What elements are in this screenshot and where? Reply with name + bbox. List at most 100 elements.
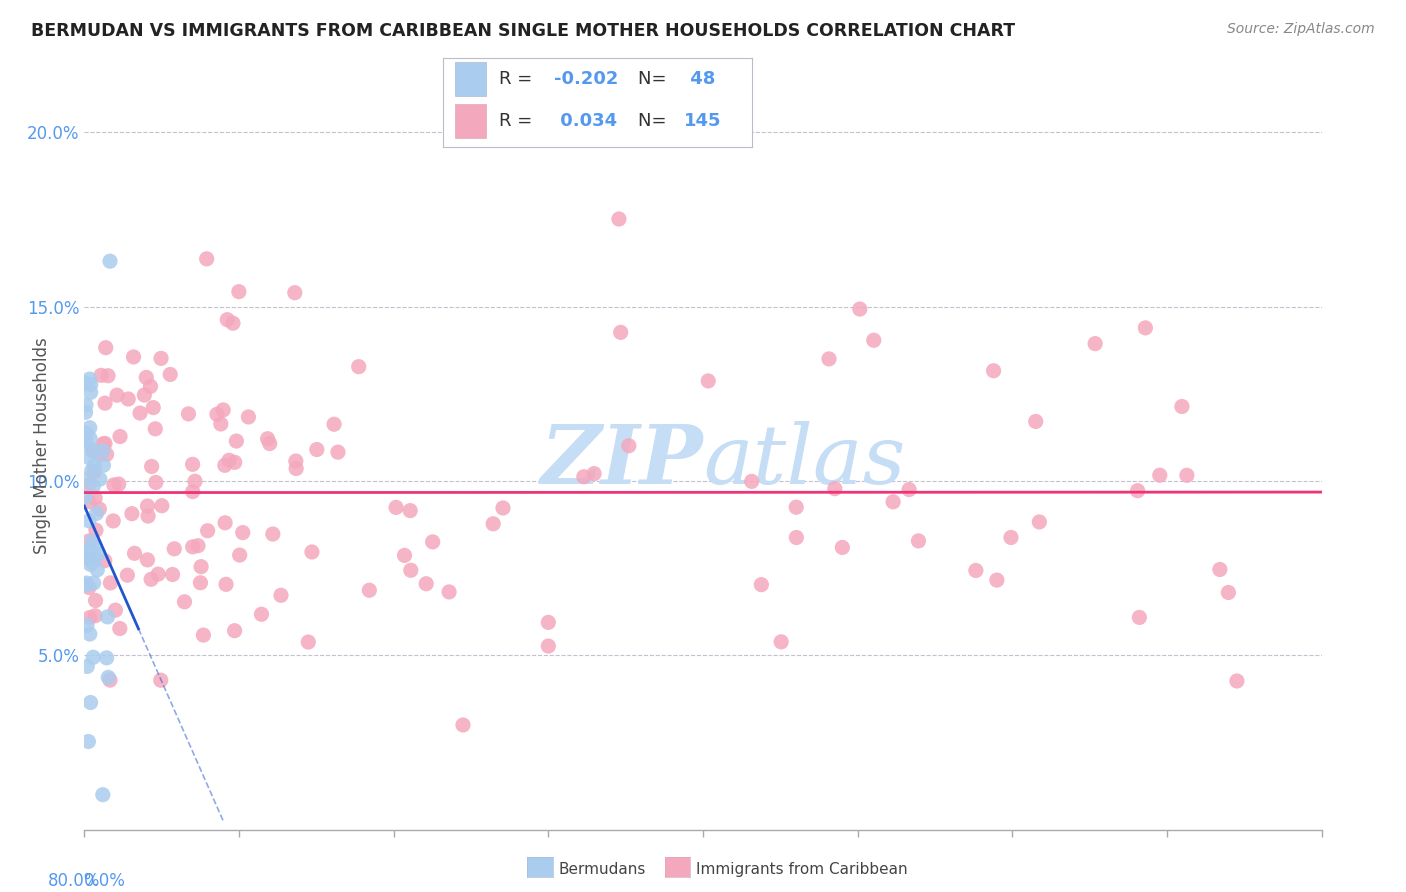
Point: [103, 514, 125, 528]
Point: [73, 491, 96, 505]
Point: [347, 359, 370, 374]
Point: [80, 463, 103, 477]
Text: ZIP: ZIP: [540, 421, 703, 501]
Point: [270, 588, 292, 602]
Point: [94, 396, 117, 410]
Point: [79, 432, 101, 446]
Point: [163, 541, 186, 556]
Point: [224, 455, 246, 469]
Point: [187, 539, 209, 553]
Point: [197, 524, 219, 538]
Point: [572, 469, 595, 483]
Point: [139, 379, 162, 393]
Point: [749, 577, 772, 591]
Point: [214, 458, 236, 473]
Point: [181, 458, 204, 472]
Point: [415, 576, 437, 591]
Point: [96, 651, 118, 665]
Point: [84, 593, 107, 607]
Point: [697, 374, 720, 388]
Point: [150, 351, 173, 366]
Point: [399, 563, 422, 577]
Point: [75, 576, 97, 591]
Point: [537, 615, 560, 630]
Point: [142, 401, 165, 415]
Point: [482, 516, 505, 531]
Point: [824, 482, 846, 496]
Point: [93, 554, 115, 568]
Point: [83, 540, 105, 554]
Point: [136, 509, 159, 524]
Point: [73, 549, 96, 563]
Point: [79, 696, 101, 710]
Point: [86, 506, 108, 520]
Point: [75, 437, 97, 451]
Point: [818, 351, 841, 366]
Point: [785, 531, 807, 545]
Point: [94, 341, 117, 355]
Point: [1000, 531, 1022, 545]
Point: [609, 326, 631, 340]
Point: [1149, 468, 1171, 483]
Point: [89, 448, 111, 462]
Point: [785, 500, 807, 515]
Point: [79, 558, 101, 572]
Point: [98, 673, 121, 687]
Bar: [456, 104, 486, 138]
Point: [145, 475, 167, 490]
Point: [97, 670, 120, 684]
Point: [385, 500, 408, 515]
Point: [284, 285, 307, 300]
Point: [117, 568, 139, 582]
Point: [136, 553, 159, 567]
Point: [90, 368, 112, 383]
Point: [84, 608, 107, 623]
Point: [77, 478, 100, 492]
Point: [224, 624, 246, 638]
Text: 0.0%: 0.0%: [84, 871, 127, 889]
Point: [323, 417, 346, 432]
Point: [193, 628, 215, 642]
Point: [297, 635, 319, 649]
Point: [108, 429, 131, 443]
Point: [136, 499, 159, 513]
Point: [143, 422, 166, 436]
Point: [79, 610, 101, 624]
Point: [76, 659, 98, 673]
Point: [1171, 400, 1194, 414]
Point: [94, 436, 117, 450]
Text: R =: R =: [499, 112, 537, 130]
Point: [76, 578, 98, 592]
Point: [228, 285, 250, 299]
Point: [1226, 673, 1249, 688]
Point: [77, 734, 100, 748]
Point: [146, 567, 169, 582]
Text: R =: R =: [499, 70, 537, 88]
Point: [1209, 562, 1232, 576]
Point: [79, 551, 101, 566]
Point: [256, 432, 278, 446]
Point: [139, 572, 162, 586]
Point: [1135, 321, 1157, 335]
Point: [305, 442, 328, 457]
Point: [82, 650, 104, 665]
Point: [983, 364, 1005, 378]
Point: [262, 527, 284, 541]
Point: [1025, 414, 1047, 428]
Point: [831, 541, 853, 555]
Point: [83, 458, 105, 473]
Point: [986, 573, 1008, 587]
Point: [741, 475, 763, 489]
Point: [129, 406, 152, 420]
Point: [124, 546, 146, 560]
Text: BERMUDAN VS IMMIGRANTS FROM CARIBBEAN SINGLE MOTHER HOUSEHOLDS CORRELATION CHART: BERMUDAN VS IMMIGRANTS FROM CARIBBEAN SI…: [31, 22, 1015, 40]
Point: [212, 403, 235, 417]
Point: [898, 483, 921, 497]
Point: [83, 549, 105, 564]
Point: [84, 523, 107, 537]
Point: [75, 472, 97, 486]
Point: [80, 377, 103, 392]
Text: Source: ZipAtlas.com: Source: ZipAtlas.com: [1227, 22, 1375, 37]
Point: [77, 545, 100, 559]
Point: [181, 484, 204, 499]
